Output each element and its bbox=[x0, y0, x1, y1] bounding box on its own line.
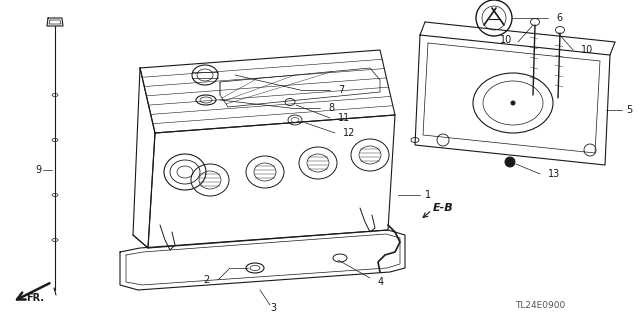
Text: 5: 5 bbox=[626, 105, 632, 115]
Circle shape bbox=[511, 101, 515, 105]
Text: 4: 4 bbox=[378, 277, 384, 287]
Text: FR.: FR. bbox=[26, 293, 44, 303]
Text: 10: 10 bbox=[581, 45, 593, 55]
Text: 3: 3 bbox=[270, 303, 276, 313]
Circle shape bbox=[505, 157, 515, 167]
Text: 8: 8 bbox=[328, 103, 334, 113]
Text: 13: 13 bbox=[548, 169, 560, 179]
Text: 11: 11 bbox=[338, 113, 350, 123]
Text: 10: 10 bbox=[500, 35, 512, 45]
Text: 7: 7 bbox=[338, 85, 344, 95]
Text: TL24E0900: TL24E0900 bbox=[515, 300, 565, 309]
Text: 6: 6 bbox=[556, 13, 562, 23]
Text: 12: 12 bbox=[343, 128, 355, 138]
Text: 1: 1 bbox=[425, 190, 431, 200]
Text: 9: 9 bbox=[35, 165, 41, 175]
Text: 2: 2 bbox=[204, 275, 210, 285]
Text: E-B: E-B bbox=[433, 203, 454, 213]
